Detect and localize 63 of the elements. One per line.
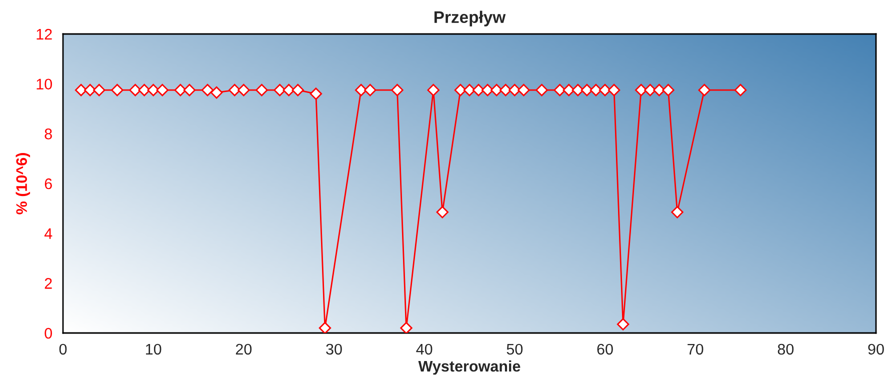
point: [183, 84, 196, 96]
point: [734, 84, 747, 96]
point: [427, 84, 440, 96]
point: [147, 84, 160, 96]
point: [436, 206, 448, 218]
x-axis-title: Wysterowanie: [418, 360, 520, 375]
y-tick-label: 0: [44, 328, 52, 339]
point: [536, 84, 548, 96]
point: [93, 84, 106, 96]
x-tick-label: 0: [59, 344, 67, 355]
y-tick-label: 2: [44, 278, 52, 289]
point: [138, 84, 150, 96]
point: [671, 206, 684, 218]
point: [129, 84, 142, 96]
point: [111, 84, 124, 96]
x-tick-label: 90: [868, 344, 884, 355]
point: [616, 318, 630, 330]
y-tick-label: 4: [44, 228, 52, 239]
point: [201, 84, 214, 96]
point: [554, 84, 566, 96]
chart-title: Przepływ: [434, 10, 506, 26]
x-tick-label: 10: [146, 344, 162, 355]
point: [292, 84, 304, 96]
point: [572, 84, 584, 96]
x-tick-label: 40: [416, 344, 432, 355]
point: [391, 84, 404, 96]
point: [490, 84, 503, 96]
point: [508, 84, 521, 96]
point: [282, 84, 295, 96]
point: [228, 84, 241, 96]
point: [274, 84, 286, 96]
x-tick-label: 30: [326, 344, 342, 355]
point: [608, 84, 620, 96]
point: [698, 84, 710, 96]
y-tick-label: 12: [36, 28, 52, 40]
point: [644, 84, 656, 96]
point: [74, 84, 88, 96]
point: [635, 84, 648, 96]
point: [310, 88, 322, 100]
x-tick-label: 70: [688, 344, 704, 355]
y-tick-label: 8: [44, 128, 52, 140]
x-tick-label: 80: [778, 344, 794, 355]
point: [84, 84, 96, 96]
point: [653, 84, 666, 96]
point: [562, 84, 575, 96]
x-tick-label: 60: [597, 344, 613, 355]
point: [238, 84, 250, 96]
point: [500, 84, 512, 96]
point: [156, 84, 168, 96]
point: [210, 86, 223, 99]
y-tick-label: 10: [36, 78, 52, 90]
x-tick-label: 50: [506, 344, 523, 355]
point: [518, 84, 530, 96]
y-tick-label: 6: [44, 178, 52, 190]
point: [318, 322, 332, 333]
point: [400, 322, 412, 333]
y-axis-title: % (10^6): [16, 153, 30, 214]
point: [256, 84, 268, 96]
point: [355, 84, 368, 96]
point: [364, 84, 376, 96]
point: [481, 84, 494, 96]
point: [662, 84, 674, 96]
x-tick-label: 20: [236, 344, 252, 355]
